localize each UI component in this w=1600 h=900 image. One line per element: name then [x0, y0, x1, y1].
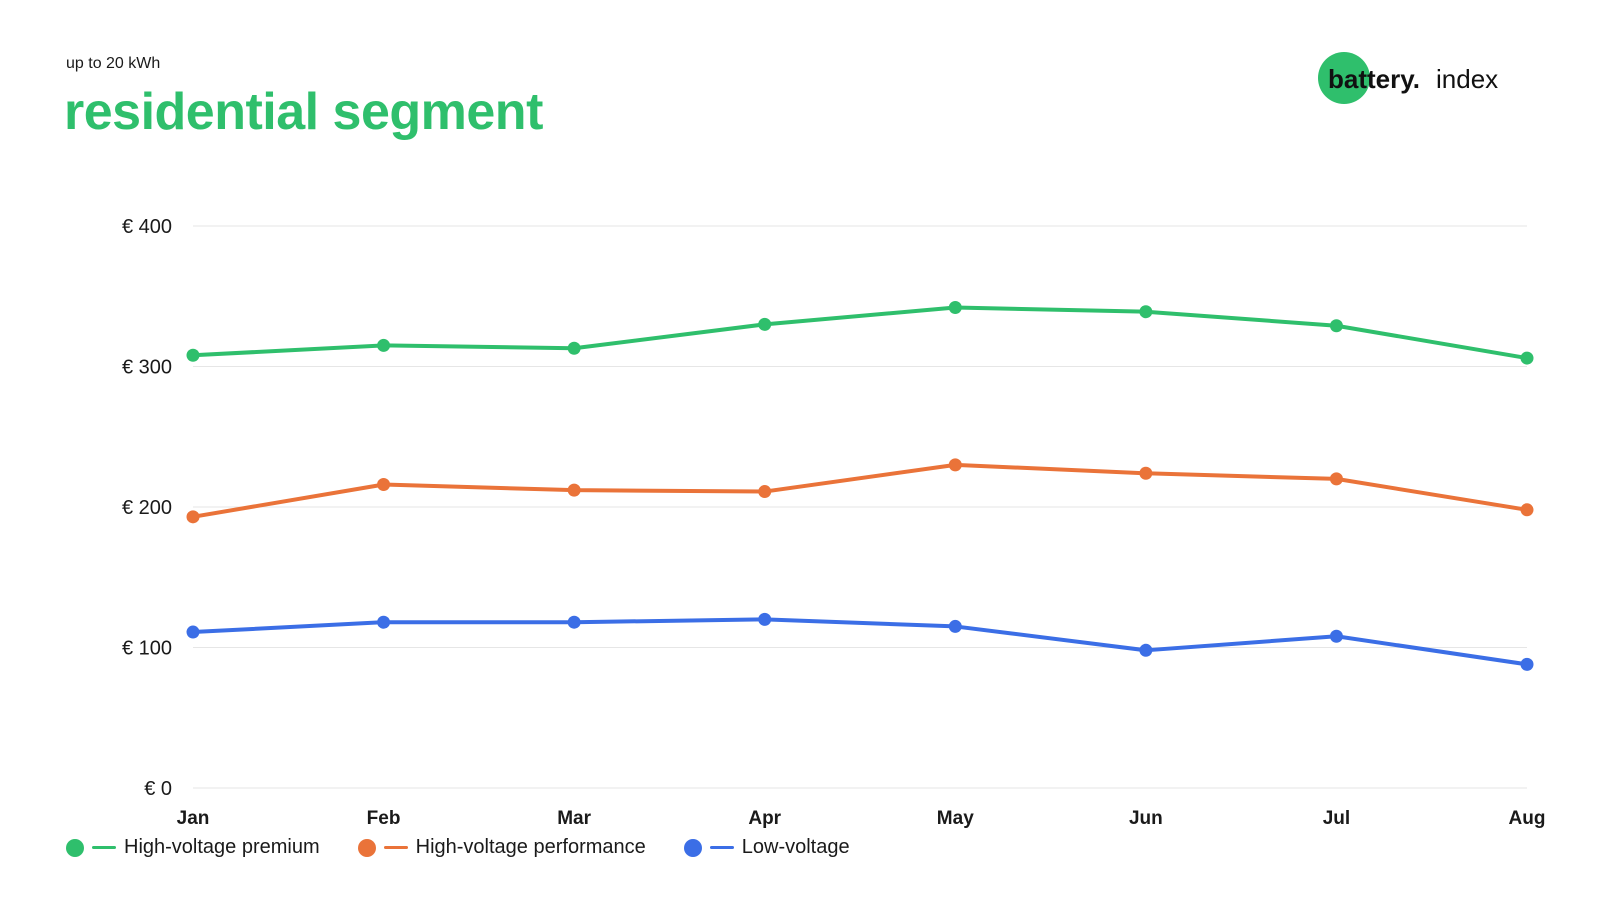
- brand-logo: battery. index: [1318, 52, 1578, 108]
- data-point: [1139, 305, 1153, 319]
- logo-text-primary: battery.: [1328, 64, 1420, 94]
- data-point: [186, 348, 200, 362]
- data-point: [567, 615, 581, 629]
- legend-dot-icon: [683, 838, 702, 857]
- legend-item: Low-voltage: [683, 836, 850, 859]
- data-point: [377, 478, 391, 492]
- legend-dot-icon: [66, 838, 84, 857]
- y-axis-ticks: € 0 € 100 € 200 € 300 € 400: [122, 216, 172, 800]
- series: [186, 612, 1534, 671]
- x-tick-label: Jul: [1323, 808, 1350, 829]
- x-tick-label: Feb: [367, 808, 401, 829]
- data-point: [567, 483, 581, 497]
- data-point: [758, 612, 772, 626]
- series-line: [191, 617, 1529, 667]
- x-tick-label: Jan: [177, 808, 210, 829]
- data-point: [948, 300, 962, 314]
- data-point: [1520, 503, 1534, 517]
- series: [186, 300, 1534, 365]
- logo-text-secondary: index: [1436, 64, 1499, 94]
- legend-item: High-voltage performance: [357, 836, 646, 859]
- x-axis-ticks: Jan Feb Mar Apr May Jun Jul Aug: [177, 808, 1546, 829]
- x-tick-label: Aug: [1509, 808, 1546, 829]
- data-point: [758, 485, 772, 499]
- grid-lines: [193, 225, 1527, 789]
- series-line: [191, 462, 1529, 519]
- series-line: [191, 305, 1529, 361]
- data-point: [948, 458, 962, 472]
- data-point: [1520, 351, 1534, 365]
- data-point: [1329, 319, 1343, 333]
- chart-title: residential segment: [64, 83, 543, 141]
- data-point: [377, 338, 391, 352]
- legend-line-icon: [709, 846, 734, 849]
- legend-dot-icon: [357, 838, 376, 857]
- data-point: [1139, 466, 1153, 480]
- logo-circle-icon: [1318, 52, 1370, 104]
- data-point: [1139, 643, 1153, 657]
- x-tick-label: May: [937, 808, 974, 829]
- legend-item: High-voltage premium: [66, 836, 320, 859]
- legend-line-icon: [92, 846, 116, 849]
- data-point: [377, 615, 391, 629]
- y-tick-label: € 0: [144, 778, 172, 800]
- legend-label: Low-voltage: [741, 836, 850, 858]
- x-tick-label: Jun: [1129, 808, 1163, 829]
- data-point: [948, 619, 962, 633]
- legend-label: High-voltage premium: [124, 836, 320, 858]
- data-point: [758, 317, 772, 331]
- y-tick-label: € 400: [122, 216, 172, 238]
- y-tick-label: € 300: [122, 357, 172, 379]
- data-point: [186, 510, 200, 524]
- chart-subtitle: up to 20 kWh: [66, 55, 161, 72]
- x-tick-label: Mar: [557, 808, 591, 829]
- series-group: [186, 300, 1534, 671]
- series: [186, 458, 1534, 524]
- data-point: [1329, 629, 1343, 643]
- data-point: [1329, 472, 1343, 486]
- data-point: [1520, 657, 1534, 671]
- legend-line-icon: [383, 846, 408, 849]
- data-point: [567, 341, 581, 355]
- legend-label: High-voltage performance: [415, 836, 646, 858]
- y-tick-label: € 100: [122, 638, 172, 660]
- data-point: [186, 625, 200, 639]
- chart-legend: High-voltage premium High-voltage perform…: [66, 836, 888, 859]
- y-tick-label: € 200: [122, 497, 172, 519]
- x-tick-label: Apr: [748, 808, 781, 829]
